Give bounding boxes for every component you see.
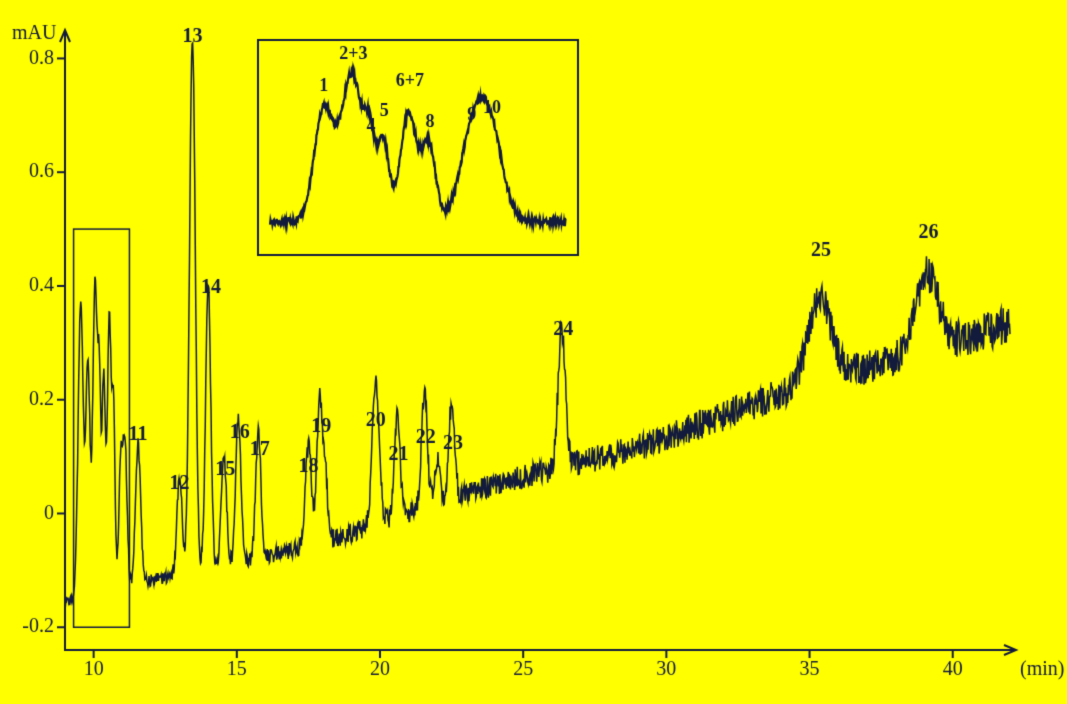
chromatogram-chart	[0, 0, 1067, 704]
